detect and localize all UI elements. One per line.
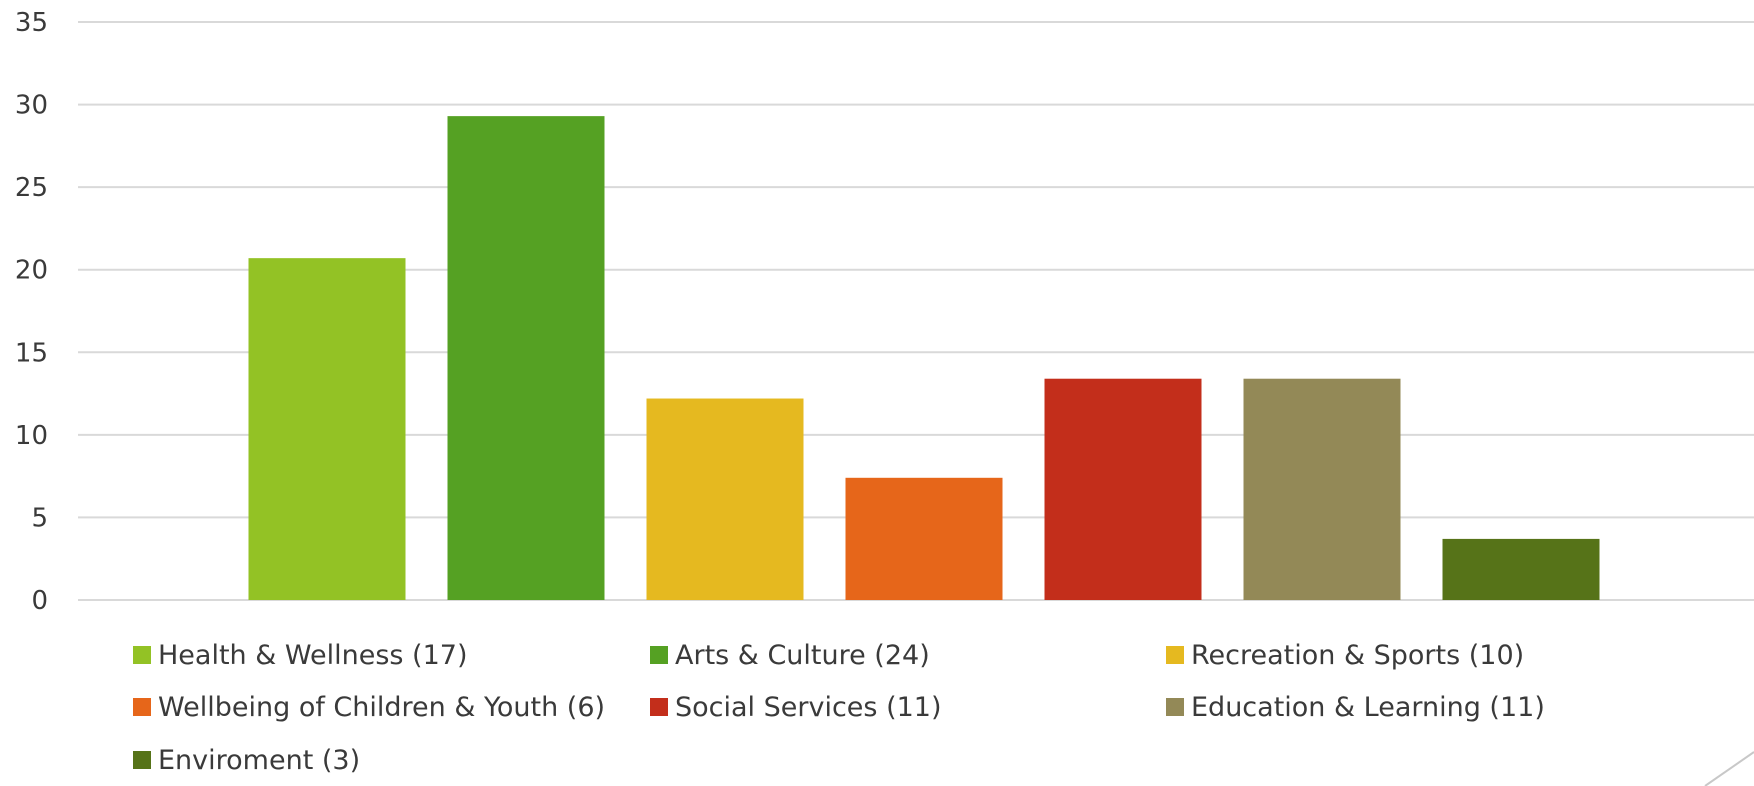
bar	[1243, 378, 1401, 600]
y-tick-label: 25	[15, 173, 48, 203]
y-tick-label: 15	[15, 338, 48, 368]
y-axis-tick-labels: 0 5 10 15 20 25 30 35	[15, 8, 48, 616]
bar	[646, 398, 804, 600]
legend-label: Social Services (11)	[675, 692, 942, 723]
bar	[447, 116, 605, 600]
legend-swatch	[1166, 646, 1184, 664]
legend-swatch	[133, 751, 151, 769]
y-tick-label: 10	[15, 421, 48, 451]
legend-swatch	[133, 646, 151, 664]
legend-label: Recreation & Sports (10)	[1191, 640, 1524, 671]
bar	[1044, 378, 1202, 600]
y-tick-label: 30	[15, 91, 48, 121]
legend-swatch	[650, 646, 668, 664]
legend-label: Health & Wellness (17)	[158, 640, 467, 671]
y-tick-label: 0	[31, 586, 48, 616]
y-tick-label: 20	[15, 256, 48, 286]
y-tick-label: 35	[15, 8, 48, 38]
legend-swatch	[133, 698, 151, 716]
bars	[248, 116, 1600, 600]
bar	[845, 477, 1003, 600]
legend-label: Arts & Culture (24)	[675, 640, 930, 671]
legend-label: Enviroment (3)	[158, 745, 360, 776]
legend-swatch	[1166, 698, 1184, 716]
legend-label: Education & Learning (11)	[1191, 692, 1545, 723]
bar	[248, 258, 406, 600]
y-tick-label: 5	[31, 503, 48, 533]
bar	[1442, 538, 1600, 600]
legend: Health & Wellness (17) Arts & Culture (24…	[133, 640, 1545, 776]
corner-decoration-line	[1704, 751, 1754, 786]
legend-label: Wellbeing of Children & Youth (6)	[158, 692, 605, 723]
legend-swatch	[650, 698, 668, 716]
